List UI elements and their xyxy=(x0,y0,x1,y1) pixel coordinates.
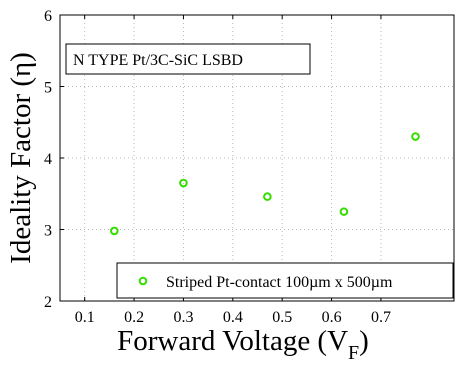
x-tick-label: 0.5 xyxy=(272,309,292,326)
x-tick-label: 0.6 xyxy=(322,309,342,326)
data-points xyxy=(110,132,420,236)
data-point xyxy=(339,207,349,216)
annotation-box: N TYPE Pt/3C-SiC LSBD xyxy=(65,43,311,75)
x-axis-label-close: ) xyxy=(359,325,369,357)
legend-marker xyxy=(138,276,148,286)
x-axis-label-main: Forward Voltage (V xyxy=(117,325,348,357)
data-point xyxy=(179,178,188,188)
x-axis-label: Forward Voltage (VF) xyxy=(117,325,369,364)
y-axis-label: Ideality Factor (η) xyxy=(5,52,37,264)
x-tick-label: 0.7 xyxy=(371,309,391,326)
data-point xyxy=(110,226,119,236)
x-tick-label: 0.3 xyxy=(173,309,193,326)
annotation-frame xyxy=(65,43,311,75)
y-tick-label: 2 xyxy=(44,294,52,311)
y-tick-label: 4 xyxy=(44,151,52,168)
data-point xyxy=(411,132,420,141)
x-tick-label: 0.2 xyxy=(124,309,144,326)
y-tick-label: 6 xyxy=(44,8,52,25)
x-tick-label: 0.1 xyxy=(75,309,95,326)
annotation-text: N TYPE Pt/3C-SiC LSBD xyxy=(73,52,243,69)
y-tick-label: 5 xyxy=(44,80,52,97)
legend-frame xyxy=(116,262,454,299)
x-axis-label-subscript: F xyxy=(348,342,359,364)
y-tick-label: 3 xyxy=(44,223,52,240)
axis-ticks: 0.1 0.2 0.3 0.4 0.5 0.6 0.7 2 3 4 5 6 xyxy=(44,8,391,326)
data-point xyxy=(263,192,272,201)
x-tick-label: 0.4 xyxy=(223,309,243,326)
legend-label: Striped Pt-contact 100µm x 500µm xyxy=(166,274,393,291)
legend: Striped Pt-contact 100µm x 500µm xyxy=(116,262,454,299)
